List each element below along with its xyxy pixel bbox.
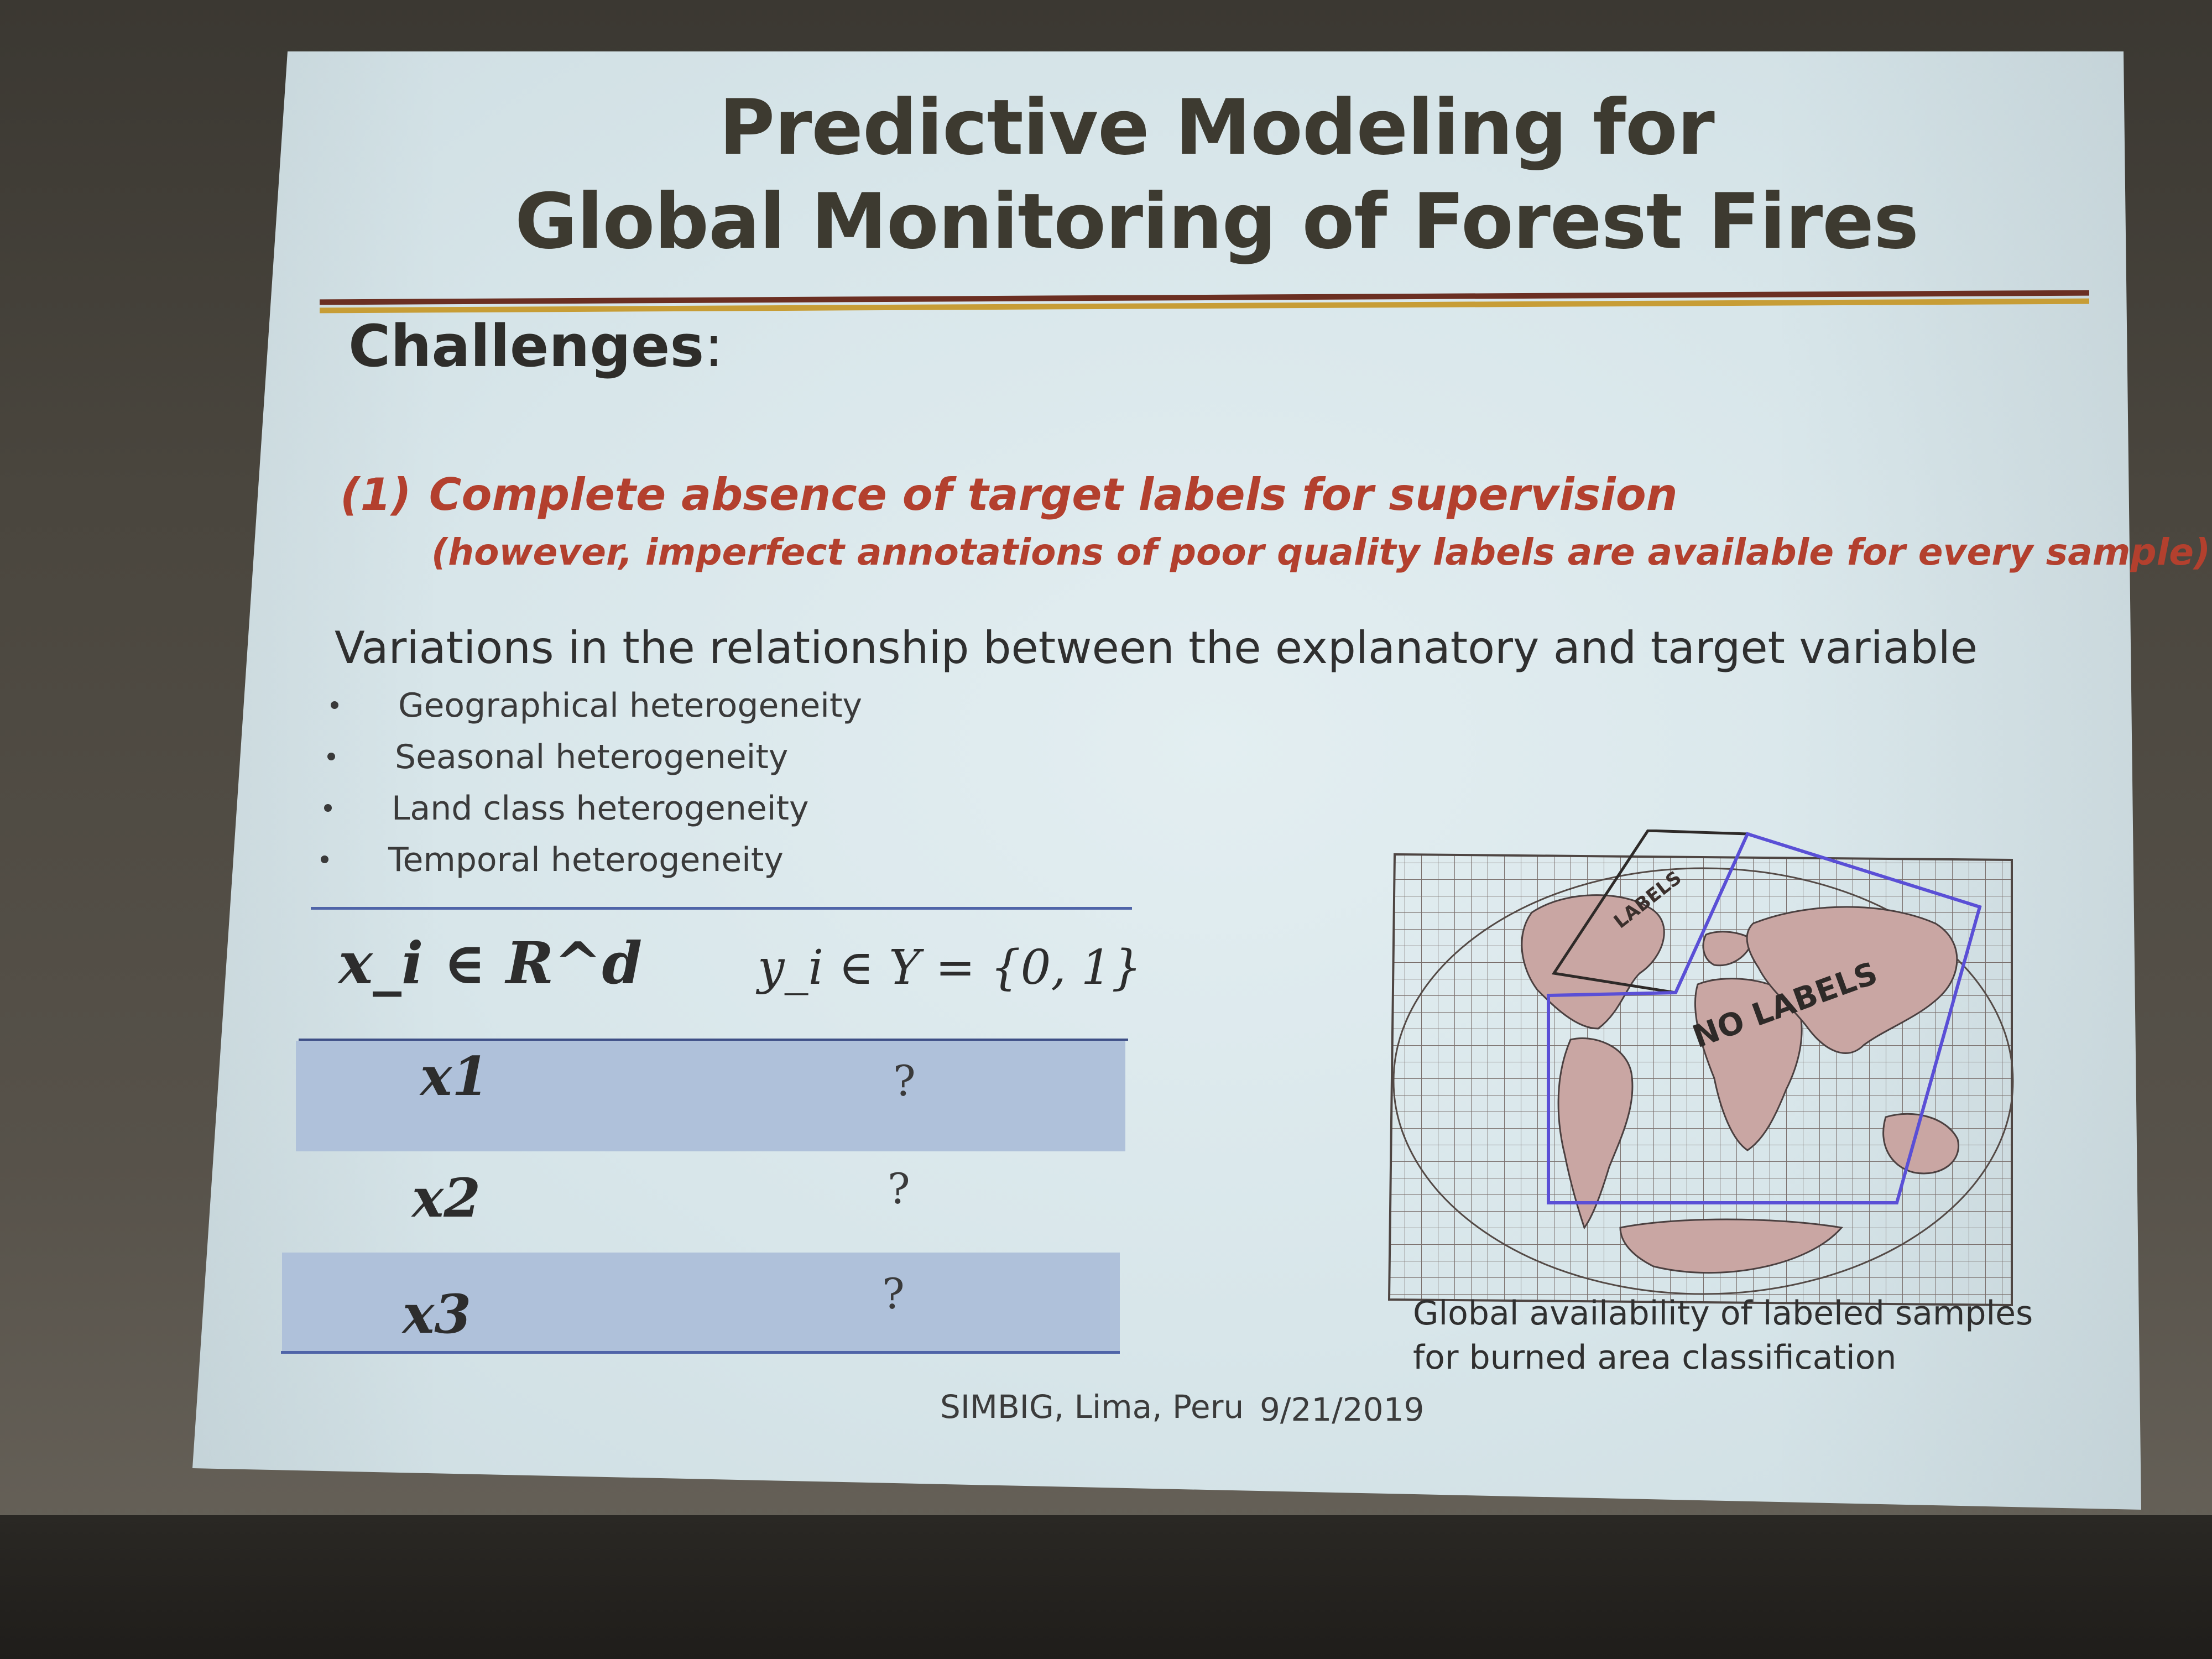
no-labels-region bbox=[1547, 832, 1982, 1204]
table-cell-y: ? bbox=[888, 1164, 910, 1213]
table-header-rule bbox=[299, 1039, 1128, 1041]
variations-heading: Variations in the relationship between t… bbox=[335, 622, 1978, 674]
table-row bbox=[282, 1253, 1120, 1352]
room-floor-shadow bbox=[0, 1515, 2212, 1659]
challenge-text: Complete absence of target labels for su… bbox=[429, 469, 1678, 520]
list-item: Geographical heterogeneity bbox=[326, 680, 862, 732]
list-item-text: Seasonal heterogeneity bbox=[395, 738, 789, 776]
section-heading-text: Challenges bbox=[348, 312, 705, 380]
list-item-text: Geographical heterogeneity bbox=[398, 686, 863, 725]
heterogeneity-list: Geographical heterogeneity Seasonal hete… bbox=[321, 680, 862, 886]
bullet-icon bbox=[331, 701, 338, 709]
section-heading: Challenges: bbox=[348, 312, 723, 380]
challenge-statement: (1) Complete absence of target labels for… bbox=[340, 469, 1678, 520]
challenge-number: (1) bbox=[340, 469, 411, 520]
header-x-label: x_i ∈ R^d bbox=[338, 929, 643, 997]
list-item-text: Temporal heterogeneity bbox=[388, 841, 784, 879]
slide-title-line-1: Predictive Modeling for bbox=[719, 83, 1715, 172]
table-header-x: x_i ∈ R^d bbox=[338, 929, 642, 997]
map-outline bbox=[1392, 867, 2014, 1295]
bullet-icon bbox=[321, 855, 328, 863]
table-cell-y: ? bbox=[893, 1056, 916, 1105]
table-cell-x: x2 bbox=[412, 1167, 481, 1229]
bullet-icon bbox=[327, 753, 335, 760]
slide-title-line-2: Global Monitoring of Forest Fires bbox=[514, 177, 1919, 266]
map-caption-line-1: Global availability of labeled samples bbox=[1413, 1294, 2033, 1333]
map-caption-line-2: for burned area classification bbox=[1413, 1338, 1897, 1377]
table-cell-y: ? bbox=[882, 1269, 905, 1318]
footer-date: 9/21/2019 bbox=[1260, 1391, 1425, 1428]
list-item-text: Land class heterogeneity bbox=[392, 789, 809, 828]
list-item: Land class heterogeneity bbox=[320, 783, 862, 834]
table-header-y: y_i ∈ Y = {0, 1} bbox=[758, 940, 1141, 995]
section-heading-colon: : bbox=[704, 312, 724, 380]
table-cell-x: x3 bbox=[403, 1283, 472, 1345]
table-bottom-rule bbox=[281, 1351, 1120, 1354]
table-row bbox=[296, 1041, 1125, 1151]
list-item: Seasonal heterogeneity bbox=[323, 732, 862, 783]
footer-event: SIMBIG, Lima, Peru bbox=[940, 1388, 1244, 1426]
header-y-label: y_i ∈ Y = {0, 1} bbox=[758, 940, 1142, 995]
bullet-icon bbox=[324, 804, 332, 812]
table-top-rule bbox=[311, 907, 1132, 910]
challenge-note: (however, imperfect annotations of poor … bbox=[431, 531, 2211, 573]
list-item: Temporal heterogeneity bbox=[316, 834, 862, 886]
world-map-graphic: LABELS NO LABELS bbox=[1387, 829, 2014, 1307]
world-map-figure: LABELS NO LABELS bbox=[1387, 829, 2018, 1316]
table-cell-x: x1 bbox=[420, 1045, 489, 1108]
